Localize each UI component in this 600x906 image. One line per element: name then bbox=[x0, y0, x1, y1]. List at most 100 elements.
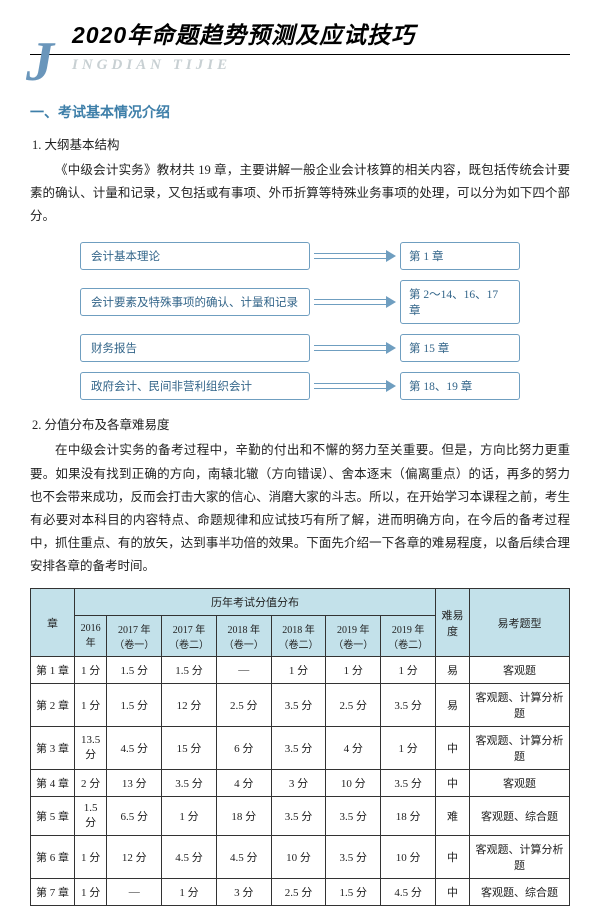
flow-right-box: 第 15 章 bbox=[400, 334, 520, 362]
arrow-icon bbox=[314, 343, 396, 353]
table-body: 第 1 章1 分1.5 分1.5 分—1 分1 分1 分易客观题第 2 章1 分… bbox=[31, 657, 570, 906]
table-row: 第 2 章1 分1.5 分12 分2.5 分3.5 分2.5 分3.5 分易客观… bbox=[31, 684, 570, 727]
th-year: 2018 年（卷一） bbox=[216, 616, 271, 657]
cell-score: 1.5 分 bbox=[75, 797, 107, 836]
cell-score: 6.5 分 bbox=[107, 797, 162, 836]
table-row: 第 6 章1 分12 分4.5 分4.5 分10 分3.5 分10 分中客观题、… bbox=[31, 836, 570, 879]
cell-diff: 中 bbox=[436, 770, 470, 797]
decorative-j-letter: J bbox=[26, 34, 54, 90]
section-heading-1: 一、考试基本情况介绍 bbox=[30, 102, 570, 122]
cell-type: 客观题、综合题 bbox=[470, 879, 570, 906]
cell-score: 2.5 分 bbox=[326, 684, 381, 727]
cell-score: 3.5 分 bbox=[271, 684, 326, 727]
cell-score: 1.5 分 bbox=[107, 684, 162, 727]
cell-chapter: 第 2 章 bbox=[31, 684, 75, 727]
cell-score: — bbox=[216, 657, 271, 684]
cell-chapter: 第 4 章 bbox=[31, 770, 75, 797]
cell-score: 10 分 bbox=[381, 836, 436, 879]
cell-score: 1 分 bbox=[381, 657, 436, 684]
cell-score: 3 分 bbox=[271, 770, 326, 797]
score-table: 章 历年考试分值分布 难易度 易考题型 2016 年 2017 年（卷一） 20… bbox=[30, 588, 570, 906]
flow-row: 会计要素及特殊事项的确认、计量和记录 第 2～14、16、17 章 bbox=[80, 280, 520, 324]
flow-diagram: 会计基本理论 第 1 章 会计要素及特殊事项的确认、计量和记录 第 2～14、1… bbox=[80, 242, 520, 400]
table-row: 第 4 章2 分13 分3.5 分4 分3 分10 分3.5 分中客观题 bbox=[31, 770, 570, 797]
cell-diff: 难 bbox=[436, 797, 470, 836]
cell-score: 3.5 分 bbox=[326, 836, 381, 879]
cell-score: 13.5 分 bbox=[75, 727, 107, 770]
cell-score: 1 分 bbox=[75, 657, 107, 684]
th-year: 2019 年（卷二） bbox=[381, 616, 436, 657]
table-row: 第 3 章13.5 分4.5 分15 分6 分3.5 分4 分1 分中客观题、计… bbox=[31, 727, 570, 770]
page-root: J 2020年命题趋势预测及应试技巧 INGDIAN TIJIE 一、考试基本情… bbox=[0, 0, 600, 906]
cell-diff: 中 bbox=[436, 879, 470, 906]
th-year: 2016 年 bbox=[75, 616, 107, 657]
flow-row: 政府会计、民间非营利组织会计 第 18、19 章 bbox=[80, 372, 520, 400]
flow-left-box: 会计要素及特殊事项的确认、计量和记录 bbox=[80, 288, 310, 316]
cell-chapter: 第 6 章 bbox=[31, 836, 75, 879]
cell-score: 4.5 分 bbox=[107, 727, 162, 770]
flow-right-box: 第 1 章 bbox=[400, 242, 520, 270]
cell-type: 客观题 bbox=[470, 770, 570, 797]
cell-score: 3.5 分 bbox=[271, 797, 326, 836]
cell-score: 10 分 bbox=[271, 836, 326, 879]
flow-left-box: 会计基本理论 bbox=[80, 242, 310, 270]
cell-score: 18 分 bbox=[381, 797, 436, 836]
cell-type: 客观题、计算分析题 bbox=[470, 727, 570, 770]
table-row: 第 1 章1 分1.5 分1.5 分—1 分1 分1 分易客观题 bbox=[31, 657, 570, 684]
flow-left-box: 财务报告 bbox=[80, 334, 310, 362]
subheading-scores: 2. 分值分布及各章难易度 bbox=[32, 414, 570, 433]
cell-score: 1 分 bbox=[162, 797, 217, 836]
cell-score: — bbox=[107, 879, 162, 906]
cell-score: 18 分 bbox=[216, 797, 271, 836]
main-title: 2020年命题趋势预测及应试技巧 bbox=[30, 16, 570, 50]
cell-diff: 易 bbox=[436, 657, 470, 684]
cell-score: 12 分 bbox=[107, 836, 162, 879]
cell-type: 客观题、综合题 bbox=[470, 797, 570, 836]
cell-score: 3.5 分 bbox=[381, 684, 436, 727]
cell-score: 1 分 bbox=[162, 879, 217, 906]
paragraph-outline: 《中级会计实务》教材共 19 章，主要讲解一般企业会计核算的相关内容，既包括传统… bbox=[30, 159, 570, 228]
cell-score: 3.5 分 bbox=[271, 727, 326, 770]
cell-chapter: 第 3 章 bbox=[31, 727, 75, 770]
cell-chapter: 第 1 章 bbox=[31, 657, 75, 684]
th-year: 2017 年（卷二） bbox=[162, 616, 217, 657]
flow-left-box: 政府会计、民间非营利组织会计 bbox=[80, 372, 310, 400]
cell-score: 2.5 分 bbox=[271, 879, 326, 906]
cell-chapter: 第 7 章 bbox=[31, 879, 75, 906]
arrow-icon bbox=[314, 381, 396, 391]
cell-score: 1 分 bbox=[75, 879, 107, 906]
paragraph-scores: 在中级会计实务的备考过程中，辛勤的付出和不懈的努力至关重要。但是，方向比努力更重… bbox=[30, 439, 570, 578]
th-chapter: 章 bbox=[31, 589, 75, 657]
th-year: 2019 年（卷一） bbox=[326, 616, 381, 657]
cell-score: 1 分 bbox=[75, 684, 107, 727]
table-head: 章 历年考试分值分布 难易度 易考题型 2016 年 2017 年（卷一） 20… bbox=[31, 589, 570, 657]
flow-row: 财务报告 第 15 章 bbox=[80, 334, 520, 362]
cell-type: 客观题、计算分析题 bbox=[470, 684, 570, 727]
table-row: 第 7 章1 分—1 分3 分2.5 分1.5 分4.5 分中客观题、综合题 bbox=[31, 879, 570, 906]
cell-score: 1 分 bbox=[381, 727, 436, 770]
cell-score: 1.5 分 bbox=[162, 657, 217, 684]
cell-score: 4 分 bbox=[216, 770, 271, 797]
cell-score: 10 分 bbox=[326, 770, 381, 797]
flow-right-box: 第 2～14、16、17 章 bbox=[400, 280, 520, 324]
table-row: 第 5 章1.5 分6.5 分1 分18 分3.5 分3.5 分18 分难客观题… bbox=[31, 797, 570, 836]
th-type: 易考题型 bbox=[470, 589, 570, 657]
cell-score: 15 分 bbox=[162, 727, 217, 770]
cell-diff: 中 bbox=[436, 727, 470, 770]
arrow-icon bbox=[314, 297, 396, 307]
cell-diff: 中 bbox=[436, 836, 470, 879]
th-difficulty: 难易度 bbox=[436, 589, 470, 657]
cell-score: 3.5 分 bbox=[162, 770, 217, 797]
cell-score: 1 分 bbox=[75, 836, 107, 879]
cell-score: 3 分 bbox=[216, 879, 271, 906]
cell-score: 13 分 bbox=[107, 770, 162, 797]
cell-score: 3.5 分 bbox=[326, 797, 381, 836]
cell-score: 1 分 bbox=[326, 657, 381, 684]
title-divider bbox=[30, 54, 570, 55]
cell-score: 2.5 分 bbox=[216, 684, 271, 727]
th-year: 2017 年（卷一） bbox=[107, 616, 162, 657]
cell-score: 1 分 bbox=[271, 657, 326, 684]
flow-right-box: 第 18、19 章 bbox=[400, 372, 520, 400]
cell-score: 4.5 分 bbox=[162, 836, 217, 879]
cell-score: 1.5 分 bbox=[107, 657, 162, 684]
